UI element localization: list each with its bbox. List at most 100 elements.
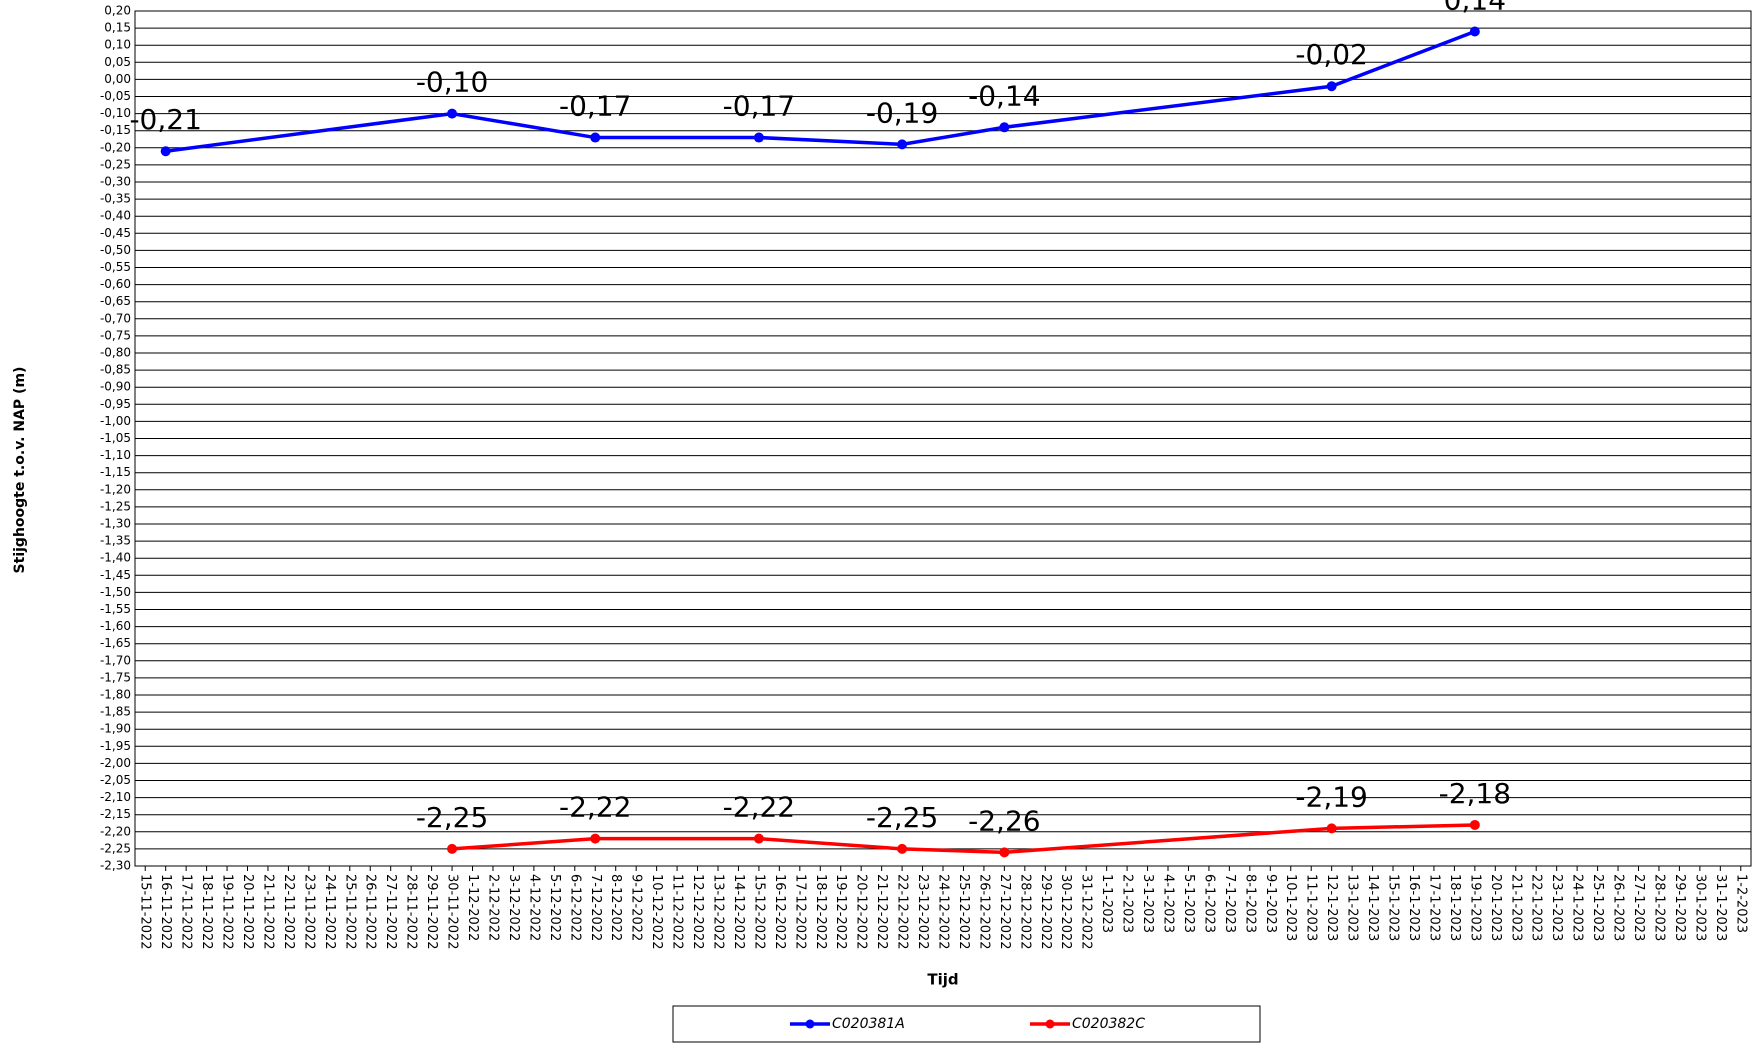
y-tick-label: -0,50 (100, 243, 131, 257)
y-tick-label: -0,60 (100, 277, 131, 291)
series-line (451, 823, 1475, 855)
y-tick-label: -2,30 (100, 859, 131, 873)
y-tick-label: -0,45 (100, 226, 131, 240)
y-tick-label: -1,70 (100, 653, 131, 667)
y-tick-label: -2,05 (100, 773, 131, 787)
x-tick-label: 6-12-2022 (567, 874, 582, 941)
data-point (999, 847, 1010, 858)
x-tick-label: 1-2-2023 (1733, 874, 1748, 933)
x-tick-label: 17-1-2023 (1426, 874, 1441, 941)
data-point (1326, 823, 1337, 834)
data-label: -0,17 (723, 90, 795, 123)
y-tick-label: -0,55 (100, 260, 131, 274)
data-label: -0,17 (559, 90, 631, 123)
x-tick-label: 1-12-2022 (465, 874, 480, 941)
data-point (753, 132, 764, 143)
data-label: -2,22 (559, 791, 631, 824)
x-tick-label: 21-12-2022 (874, 874, 889, 950)
x-tick-label: 20-12-2022 (854, 874, 869, 950)
y-tick-label: -1,35 (100, 534, 131, 548)
x-tick-label: 2-1-2023 (1120, 874, 1135, 933)
data-label: -2,18 (1439, 777, 1511, 810)
x-tick-label: 22-11-2022 (281, 874, 296, 950)
data-label: -2,25 (416, 801, 488, 834)
x-tick-label: 4-1-2023 (1161, 874, 1176, 933)
data-label: -2,22 (723, 791, 795, 824)
y-tick-label: -0,10 (100, 106, 131, 120)
y-tick-label: 0,05 (104, 55, 131, 69)
y-tick-label: -1,05 (100, 431, 131, 445)
data-point (897, 843, 908, 854)
y-tick-label: -1,85 (100, 705, 131, 719)
series-line (165, 29, 1476, 153)
x-tick-label: 27-11-2022 (383, 874, 398, 950)
y-tick-label: -0,75 (100, 328, 131, 342)
x-tick-label: 30-12-2022 (1058, 874, 1073, 950)
x-tick-label: 12-1-2023 (1324, 874, 1339, 941)
x-tick-label: 7-1-2023 (1222, 874, 1237, 933)
y-tick-label: -0,90 (100, 380, 131, 394)
y-tick-label: -1,20 (100, 482, 131, 496)
x-tick-label: 15-12-2022 (751, 874, 766, 950)
x-axis-title: Tijd (927, 971, 958, 989)
data-point (999, 122, 1010, 133)
x-tick-label: 9-12-2022 (629, 874, 644, 941)
data-label: -0,02 (1295, 38, 1367, 71)
x-tick-label: 13-12-2022 (710, 874, 725, 950)
x-tick-label: 27-1-2023 (1631, 874, 1646, 941)
x-tick-label: 19-1-2023 (1467, 874, 1482, 941)
y-tick-label: -1,30 (100, 517, 131, 531)
y-tick-label: -1,00 (100, 414, 131, 428)
x-tick-label: 29-1-2023 (1672, 874, 1687, 941)
x-tick-label: 7-12-2022 (588, 874, 603, 941)
data-label: -2,26 (968, 804, 1040, 837)
x-tick-label: 11-1-2023 (1304, 874, 1319, 941)
y-tick-label: 0,20 (104, 4, 131, 18)
y-axis-title: Stijghoogte t.o.v. NAP (m) (12, 367, 28, 574)
x-tick-label: 25-11-2022 (342, 874, 357, 950)
x-tick-label: 17-12-2022 (792, 874, 807, 950)
x-tick-label: 8-1-2023 (1242, 874, 1257, 933)
x-tick-label: 22-1-2023 (1529, 874, 1544, 941)
x-tick-label: 3-1-2023 (1140, 874, 1155, 933)
legend-marker (1045, 1019, 1055, 1029)
x-tick-label: 13-1-2023 (1345, 874, 1360, 941)
x-tick-label: 29-12-2022 (1038, 874, 1053, 950)
y-tick-label: -1,65 (100, 636, 131, 650)
x-tick-label: 30-1-2023 (1692, 874, 1707, 941)
y-tick-label: -1,25 (100, 499, 131, 513)
x-tick-label: 22-12-2022 (895, 874, 910, 950)
x-tick-label: 11-12-2022 (670, 874, 685, 950)
x-tick-label: 24-11-2022 (322, 874, 337, 950)
x-tick-label: 31-12-2022 (1079, 874, 1094, 950)
y-tick-label: -0,70 (100, 311, 131, 325)
y-tick-label: -0,40 (100, 209, 131, 223)
y-tick-label: 0,00 (104, 72, 131, 86)
y-tick-label: -2,25 (100, 841, 131, 855)
y-tick-label: -2,00 (100, 756, 131, 770)
x-tick-label: 20-1-2023 (1488, 874, 1503, 941)
data-label: -0,10 (416, 66, 488, 99)
data-label: 0,14 (1444, 0, 1506, 17)
legend-box (672, 1005, 1261, 1043)
y-tick-label: -1,55 (100, 602, 131, 616)
data-point (447, 108, 458, 119)
x-tick-label: 15-1-2023 (1386, 874, 1401, 941)
x-tick-label: 9-1-2023 (1263, 874, 1278, 933)
x-tick-label: 27-12-2022 (997, 874, 1012, 950)
x-tick-label: 17-11-2022 (179, 874, 194, 950)
x-tick-label: 23-1-2023 (1549, 874, 1564, 941)
data-point (160, 146, 171, 157)
y-tick-label: 0,15 (104, 21, 131, 35)
x-tick-label: 28-11-2022 (404, 874, 419, 950)
data-label: -0,14 (968, 79, 1040, 112)
y-tick-label: -1,80 (100, 688, 131, 702)
data-label: -0,19 (866, 96, 938, 129)
x-tick-label: 21-1-2023 (1508, 874, 1523, 941)
x-tick-label: 19-11-2022 (220, 874, 235, 950)
x-tick-label: 25-1-2023 (1590, 874, 1605, 941)
y-tick-label: -0,05 (100, 89, 131, 103)
x-tick-label: 29-11-2022 (424, 874, 439, 950)
